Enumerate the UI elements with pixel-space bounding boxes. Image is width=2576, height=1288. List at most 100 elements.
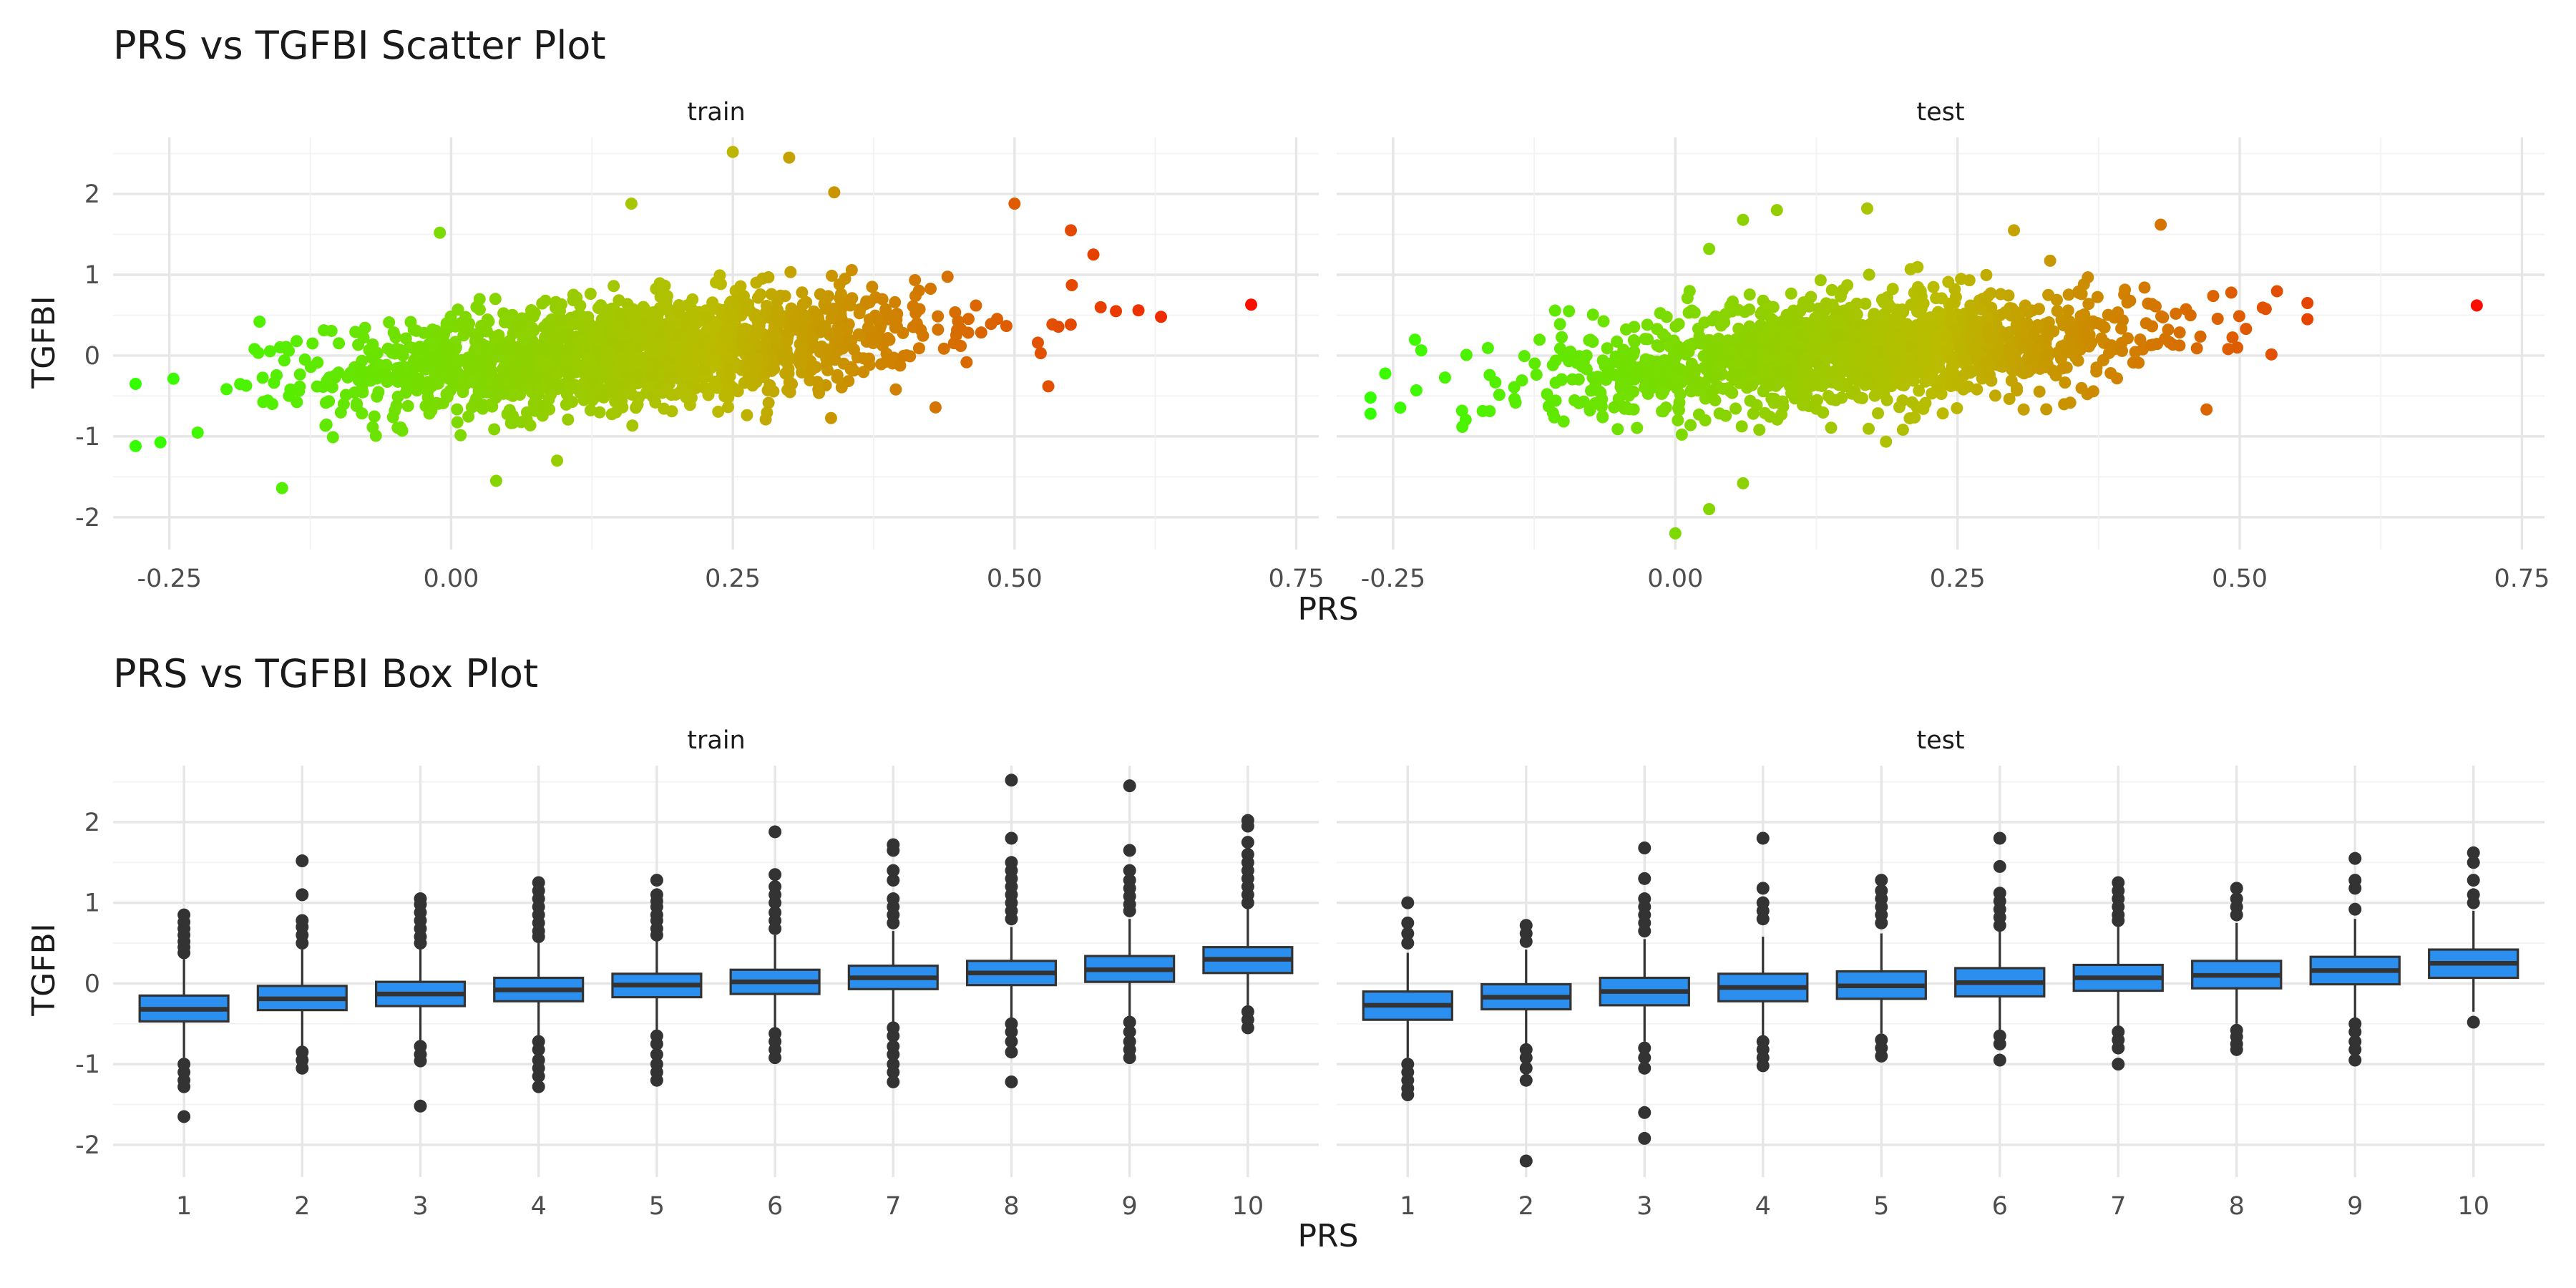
- scatter-train-point: [648, 309, 661, 322]
- scatter-train-point: [681, 299, 694, 312]
- scatter-test-point: [1872, 407, 1885, 420]
- scatter-test-point: [1572, 373, 1585, 386]
- scatter-test-point: [1921, 325, 1933, 338]
- scatter-train-point: [462, 410, 475, 423]
- box-train-outlier-point: [650, 874, 663, 887]
- scatter-train-point: [909, 290, 922, 303]
- scatter-train-point: [535, 340, 548, 353]
- scatter-train-point: [794, 346, 806, 359]
- scatter-train-point: [584, 288, 597, 301]
- scatter-train-point: [587, 376, 600, 389]
- scatter-train-point: [270, 369, 283, 381]
- scatter-test-point: [2025, 363, 2038, 376]
- scatter-train-point: [380, 358, 393, 371]
- box-facet-label-test: test: [1916, 726, 1964, 755]
- scatter-train-point: [794, 358, 807, 371]
- scatter-test-point: [1619, 351, 1632, 364]
- scatter-train-point: [814, 322, 826, 335]
- scatter-test-point: [1808, 371, 1821, 384]
- box-test-x-tick-label: 8: [2229, 1192, 2245, 1221]
- scatter-train-point: [391, 421, 404, 434]
- scatter-test-point: [1835, 357, 1848, 370]
- scatter-test-point: [1845, 387, 1858, 400]
- scatter-train-point: [519, 342, 532, 355]
- scatter-test-point: [2003, 393, 2016, 406]
- scatter-train-point: [783, 326, 796, 339]
- box-panel-test: 1 2 3 4 5 6 7 8 9 10: [1337, 766, 2545, 1221]
- scatter-test-point: [1611, 423, 1624, 436]
- scatter-test-point: [1753, 424, 1766, 436]
- scatter-train-point: [1008, 197, 1021, 210]
- box-train-outlier-point: [1241, 819, 1254, 833]
- scatter-train-point: [1042, 380, 1055, 393]
- scatter-train-point: [503, 404, 516, 416]
- scatter-train-point: [845, 264, 858, 277]
- scatter-test-point: [2119, 283, 2132, 296]
- scatter-test-point: [1628, 373, 1641, 386]
- scatter-test-point: [2041, 331, 2054, 343]
- scatter-test-point: [1683, 285, 1696, 298]
- box-test-outlier-point: [2230, 1043, 2243, 1056]
- box-train-x-tick-label: 2: [294, 1192, 310, 1221]
- scatter-train-point: [1031, 336, 1044, 349]
- scatter-train-point: [555, 298, 568, 311]
- scatter-test-point: [1771, 343, 1784, 356]
- box-train-outlier-point: [887, 1065, 900, 1079]
- scatter-test-point: [1563, 305, 1576, 318]
- scatter-test-point: [1818, 347, 1831, 360]
- box-test-outlier-point: [1993, 1053, 2006, 1067]
- scatter-test-point: [2040, 403, 2053, 416]
- scatter-train-point: [932, 323, 945, 336]
- scatter-test-point: [2470, 299, 2483, 312]
- box-train-outlier-point: [650, 1073, 663, 1087]
- scatter-test-point: [1765, 392, 1778, 405]
- box-test-outlier-point: [1993, 831, 2006, 845]
- scatter-test-point: [2240, 323, 2253, 336]
- scatter-test-point: [1596, 354, 1609, 367]
- box-test-outlier-point: [1638, 1051, 1652, 1065]
- scatter-test-point: [2008, 224, 2021, 237]
- scatter-test-point: [1784, 352, 1797, 365]
- scatter-test-point: [1641, 333, 1654, 346]
- scatter-train-point: [463, 317, 476, 330]
- scatter-test-point: [1410, 384, 1423, 397]
- scatter-test-point: [1762, 379, 1775, 392]
- scatter-train-point: [741, 341, 753, 354]
- scatter-test-point: [1717, 382, 1729, 395]
- scatter-train-point: [326, 431, 339, 444]
- scatter-train-y-tick-label: 1: [84, 261, 100, 290]
- scatter-train-point: [907, 300, 919, 313]
- scatter-train-point: [584, 404, 597, 416]
- scatter-test-point: [2058, 398, 2071, 411]
- scatter-train-point: [743, 375, 756, 388]
- scatter-train-point: [368, 410, 381, 423]
- scatter-train-point: [282, 344, 295, 357]
- scatter-train-point: [1132, 304, 1145, 317]
- box-test-outlier-point: [2348, 1053, 2362, 1067]
- scatter-train-point: [275, 482, 288, 494]
- scatter-test-point: [2049, 369, 2062, 382]
- box-y-axis-label: TGFBI: [26, 923, 62, 1016]
- scatter-train-point: [154, 436, 167, 449]
- scatter-test-point: [1713, 407, 1726, 420]
- scatter-test-point: [1905, 298, 1918, 311]
- scatter-train-point: [1065, 224, 1078, 237]
- scatter-test-point: [1483, 405, 1496, 418]
- scatter-test-point: [1557, 415, 1570, 428]
- scatter-train-y-tick-label: -1: [75, 423, 100, 452]
- scatter-train-point: [613, 312, 626, 325]
- box-train-outlier-point: [296, 854, 309, 868]
- scatter-train-point: [555, 314, 567, 327]
- scatter-test-point: [1770, 204, 1783, 217]
- scatter-test-point: [1878, 296, 1890, 309]
- scatter-train-point: [844, 361, 857, 374]
- scatter-train-point: [960, 356, 973, 369]
- scatter-test-point: [1935, 292, 1948, 305]
- scatter-test-point: [1670, 381, 1683, 394]
- scatter-test-point: [2222, 343, 2235, 356]
- scatter-train-point: [1110, 305, 1123, 318]
- scatter-test-point: [1729, 402, 1742, 415]
- scatter-test-point: [2200, 403, 2213, 416]
- scatter-test-point: [1555, 374, 1568, 386]
- scatter-test-point: [1641, 378, 1654, 391]
